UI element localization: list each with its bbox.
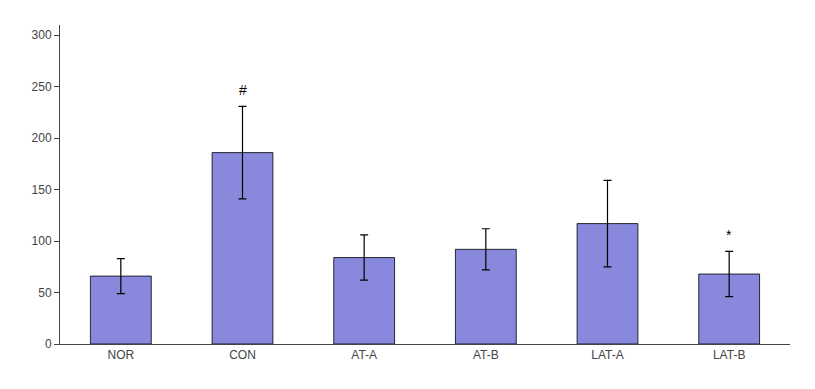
svg-text:150: 150 — [32, 183, 52, 197]
svg-text:CON: CON — [229, 348, 256, 362]
svg-text:LAT-A: LAT-A — [591, 348, 623, 362]
svg-text:*: * — [726, 227, 732, 243]
svg-text:NOR: NOR — [107, 348, 134, 362]
svg-text:#: # — [239, 82, 247, 98]
svg-text:300: 300 — [32, 28, 52, 42]
svg-text:LAT-B: LAT-B — [713, 348, 745, 362]
svg-text:50: 50 — [38, 286, 52, 300]
svg-text:200: 200 — [32, 131, 52, 145]
svg-text:AT-A: AT-A — [351, 348, 377, 362]
svg-text:0: 0 — [45, 337, 52, 351]
svg-text:250: 250 — [32, 80, 52, 94]
svg-text:100: 100 — [32, 234, 52, 248]
svg-text:AT-B: AT-B — [473, 348, 499, 362]
